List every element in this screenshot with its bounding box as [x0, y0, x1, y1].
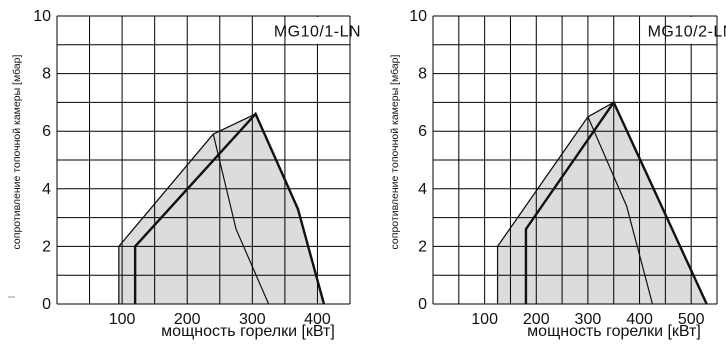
x-tick-label: 400	[626, 311, 653, 328]
y-tick-label: 8	[42, 66, 51, 83]
y-tick-label: 8	[418, 66, 427, 83]
x-tick-label: 200	[174, 311, 201, 328]
x-tick-label: 500	[678, 311, 705, 328]
y-tick-label: 2	[418, 238, 427, 255]
y-tick-label: 10	[33, 8, 51, 25]
x-axis-label: мощность горелки [кВт]	[527, 323, 701, 340]
x-tick-label: 100	[471, 311, 498, 328]
y-tick-label: 6	[418, 123, 427, 140]
x-tick-label: 300	[239, 311, 266, 328]
series-line-2	[133, 111, 326, 305]
model-label: MG10/1-LN	[274, 23, 361, 40]
series-line-3	[587, 116, 654, 305]
series-line-3	[212, 133, 270, 305]
model-label: MG10/2-LN	[648, 23, 726, 40]
y-tick-label: 4	[42, 181, 51, 198]
x-axis-label: мощность горелки [кВт]	[161, 323, 335, 340]
y-tick-label: 0	[418, 296, 427, 313]
x-tick-label: 300	[575, 311, 602, 328]
y-tick-label: 0	[42, 296, 51, 313]
y-tick-label: 2	[42, 238, 51, 255]
model-label-box	[666, 17, 716, 44]
x-tick-label: 200	[523, 311, 550, 328]
x-tick-label: 400	[304, 311, 331, 328]
envelope-area	[497, 101, 708, 305]
y-axis-label: сопротивление топочной камеры [мбар]	[11, 54, 23, 249]
y-tick-label: 4	[418, 181, 427, 198]
y-axis-label: сопротивление топочной камеры [мбар]	[389, 54, 401, 249]
series-line-2	[524, 99, 708, 305]
x-tick-label: 100	[109, 311, 136, 328]
model-label-box	[285, 17, 349, 44]
y-tick-label: 6	[42, 123, 51, 140]
y-tick-label: 10	[409, 8, 427, 25]
